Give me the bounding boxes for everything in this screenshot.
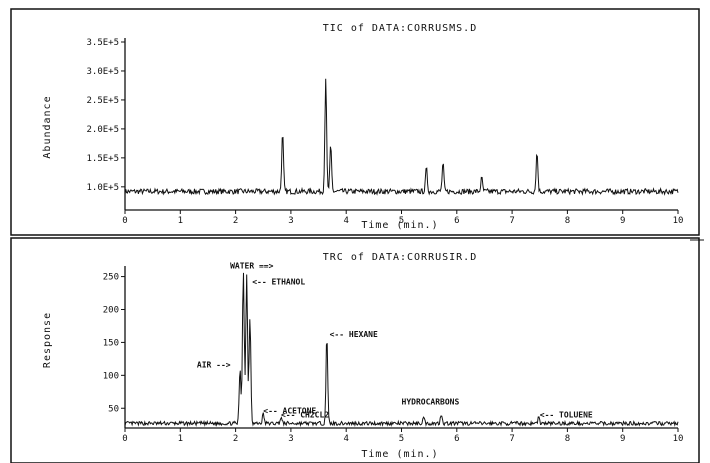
x-tick-label: 5 [399,434,404,444]
trc-y-axis-label: Response [42,312,53,368]
x-tick-label: 4 [343,216,348,226]
y-tick-label: 3.5E+5 [86,38,119,48]
trc-axes [121,266,679,432]
trc-trace-line [124,272,679,428]
x-tick-label: 9 [620,216,625,226]
x-tick-label: 0 [122,434,127,444]
x-tick-label: 9 [620,434,625,444]
trc-chart: TRC of DATA:CORRUSIR.D Response Time (mi… [42,252,683,460]
bottom-panel-frame [10,237,700,463]
x-tick-label: 7 [509,216,514,226]
trc-x-axis-label: Time (min.) [361,449,438,460]
tic-tick-labels: 0 1 2 3 4 5 6 7 8 9 10 1.0E+5 1.5E+5 2.0E+5 2.5E+5 3.0E… [86,38,683,226]
x-tick-label: 3 [288,216,293,226]
tic-chart: TIC of DATA:CORRUSMS.D Abundance Time (m… [42,23,683,231]
peak-annotation: AIR --> [197,360,231,369]
x-tick-label: 2 [233,216,238,226]
y-tick-label: 3.0E+5 [86,67,119,77]
x-tick-label: 7 [509,434,514,444]
peak-annotation: <-- HEXANE [330,330,378,339]
peak-annotation: HYDROCARBONS [402,397,460,406]
peak-annotation: <-- ETHANOL [252,277,305,286]
peak-annotation: <-- TOLUENE [540,410,593,419]
tic-trace-line [124,78,679,196]
y-tick-label: 150 [103,338,119,348]
y-tick-label: 100 [103,371,119,381]
trc-tick-labels: 0 1 2 3 4 5 6 7 8 9 10 50 100 150 200 250 [103,273,684,444]
x-tick-label: 3 [288,434,293,444]
x-tick-label: 4 [343,434,348,444]
x-tick-label: 0 [122,216,127,226]
x-tick-label: 6 [454,216,459,226]
x-tick-label: 8 [565,216,570,226]
y-tick-label: 1.5E+5 [86,154,119,164]
x-tick-label: 1 [178,434,183,444]
y-tick-label: 50 [108,404,119,414]
peak-annotation: <-- CH2CL2 [281,410,329,419]
y-tick-label: 2.0E+5 [86,125,119,135]
peak-annotation: <-- ACETONE [263,407,316,416]
tic-chart-title: TIC of DATA:CORRUSMS.D [323,23,477,34]
x-tick-label: 10 [673,434,684,444]
y-tick-label: 2.5E+5 [86,96,119,106]
tic-axes [121,38,679,214]
y-tick-label: 200 [103,306,119,316]
peak-annotation: WATER ==> [230,262,274,271]
y-tick-label: 1.0E+5 [86,183,119,193]
tic-x-axis-label: Time (min.) [361,220,438,231]
x-tick-label: 10 [673,216,684,226]
x-tick-label: 5 [399,216,404,226]
x-tick-label: 2 [233,434,238,444]
x-tick-label: 8 [565,434,570,444]
tic-y-axis-label: Abundance [42,95,53,158]
trc-chart-title: TRC of DATA:CORRUSIR.D [323,252,477,263]
x-tick-label: 1 [178,216,183,226]
x-tick-label: 6 [454,434,459,444]
y-tick-label: 250 [103,273,119,283]
top-panel-frame [10,8,700,236]
